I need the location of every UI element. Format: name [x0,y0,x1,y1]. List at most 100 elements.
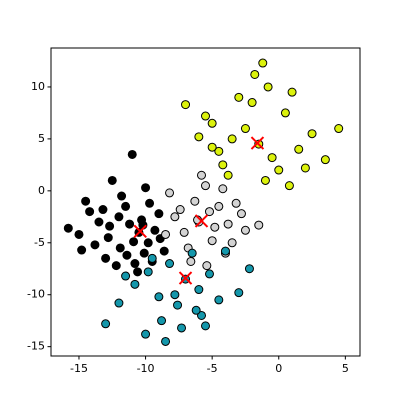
point [161,336,171,346]
point [107,175,117,185]
point [334,124,344,134]
point [187,248,197,258]
point [81,196,91,206]
point [210,222,220,232]
point [111,261,121,271]
point [179,227,189,237]
point [115,243,125,253]
point [201,181,210,191]
point [127,149,137,159]
x-tick-label: -15 [70,362,88,375]
centroid-stroke [178,271,193,285]
y-tick-label: -5 [34,236,45,249]
point [207,118,217,128]
point [114,212,124,222]
point [121,271,131,281]
point [190,196,200,206]
point [150,225,160,235]
point [186,256,196,266]
point [101,319,111,329]
point [191,305,201,315]
point [139,248,149,258]
point [129,237,139,247]
point [201,111,210,121]
point [143,238,153,248]
point [125,219,135,229]
point [145,198,155,208]
point [181,100,191,110]
centroid-stroke [194,214,209,228]
point [300,163,310,173]
point [250,69,260,79]
point [117,191,127,201]
centroid-stroke [133,224,147,239]
point [254,220,264,230]
point [287,87,297,97]
point [320,155,330,165]
point [214,295,224,305]
x-tick-label: -10 [137,362,155,375]
point [154,292,164,302]
point [121,201,131,211]
y-tick-label: 5 [38,132,45,145]
centroid-marker [194,214,209,228]
point [114,298,124,308]
point [201,321,210,331]
point [223,219,233,229]
point [94,217,104,227]
point [227,238,237,248]
point [133,267,143,277]
point [122,250,132,260]
point [98,205,108,215]
point [207,236,217,246]
point [130,259,140,269]
point [231,198,241,208]
centroid-marker [250,136,265,150]
point [197,310,207,320]
point [223,170,233,180]
x-tick-label: 5 [342,362,349,375]
point [202,261,212,271]
point [63,223,73,233]
point [157,316,167,326]
point [263,82,273,92]
centroid-marker [133,224,147,239]
centroid-marker [178,271,193,285]
centroid-stroke [250,136,265,150]
point [103,233,113,243]
point [74,229,84,239]
point [214,146,224,156]
point [204,207,214,217]
x-tick-label: -5 [207,362,218,375]
point [175,205,185,215]
point [227,134,237,144]
point [177,323,187,333]
point [170,212,180,222]
point [130,279,140,289]
point [234,288,244,298]
point [207,142,217,152]
y-tick-label: -15 [27,340,45,353]
point [214,201,224,211]
point [154,209,164,219]
point [274,165,284,175]
point [218,160,228,170]
point [90,240,100,250]
point [260,175,270,185]
point [267,153,277,163]
point [161,229,171,239]
point [141,329,151,339]
point [147,253,157,263]
point [258,58,268,68]
point [197,170,207,180]
y-tick-label: -10 [27,288,45,301]
point [218,184,228,194]
point [294,144,304,154]
point [194,285,204,295]
point [247,98,257,108]
point [234,92,244,102]
point [244,264,254,274]
point [105,221,115,231]
point [240,225,250,235]
